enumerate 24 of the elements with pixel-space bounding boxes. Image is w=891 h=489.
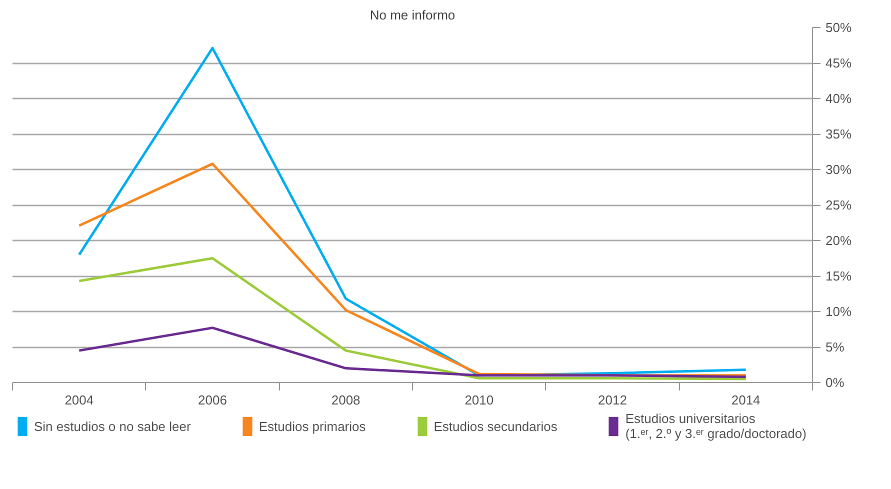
y-tick-label: 35% [826,126,852,142]
chart-title: No me informo [370,8,456,22]
y-tick-label: 0% [826,375,845,390]
y-tick-label: 15% [826,268,852,284]
x-tick-label: 2014 [731,392,760,408]
x-tick-label: 2006 [198,392,227,408]
y-tick-label: 5% [826,340,845,354]
y-tick-label: 20% [826,233,852,248]
legend-label: Estudios primarios [258,418,366,434]
legend-label: Estudios secundarios [434,418,558,434]
x-tick-label: 2008 [331,392,360,408]
y-tick-label: 25% [826,198,852,212]
legend-label: Sin estudios o no sabe leer [34,418,191,434]
line-series [78,257,748,380]
y-tick-label: 40% [826,91,852,106]
line-series [78,326,748,378]
y-tick-label: 30% [826,162,852,177]
legend-label: Estudios universitarios (1.ᵉʳ, 2.º y 3.ᵉʳ grado/doctorado) [625,411,806,441]
x-tick-label: 2004 [64,392,94,408]
x-tick-label: 2010 [464,392,494,408]
y-tick-label: 50% [826,20,852,35]
x-tick-label: 2012 [598,392,627,408]
y-tick-label: 45% [826,56,852,70]
y-tick-label: 10% [826,304,852,319]
